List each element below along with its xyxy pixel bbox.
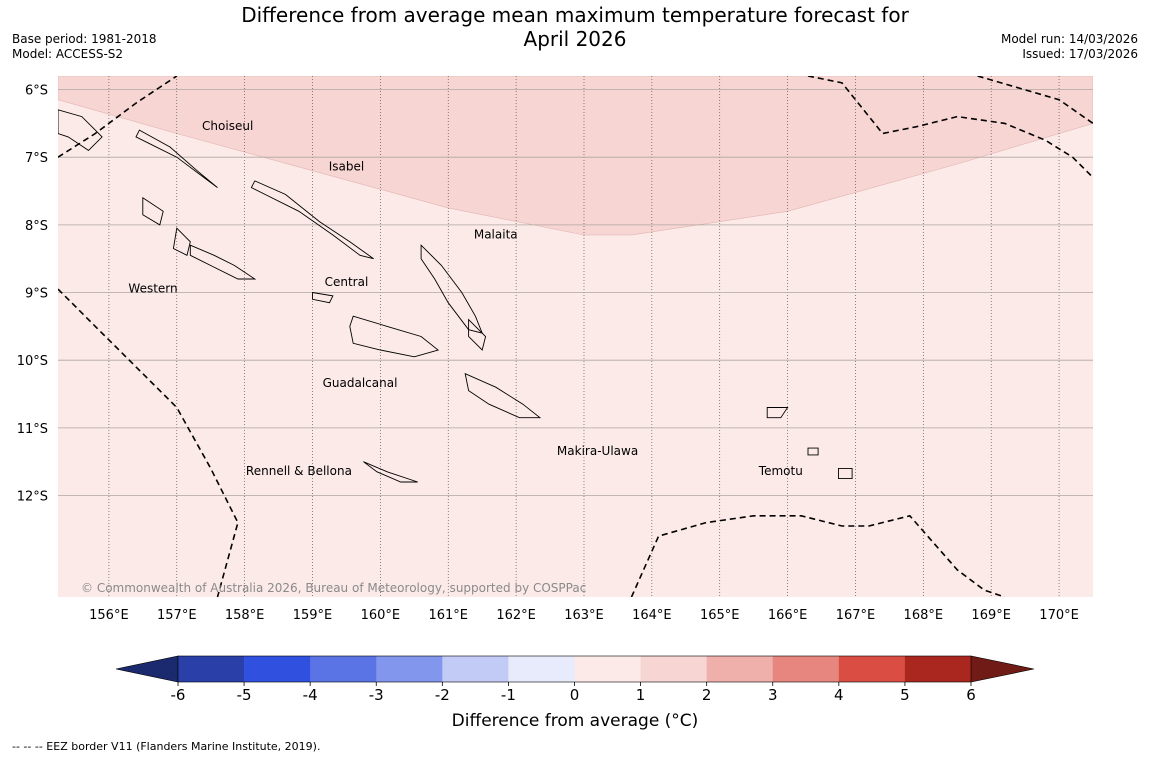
lat-tick-label: 10°S	[17, 354, 48, 369]
region-label: Western	[128, 282, 177, 296]
lon-tick-label: 168°E	[904, 608, 944, 623]
eez-border	[58, 76, 178, 158]
meta-left: Base period: 1981-2018 Model: ACCESS-S2	[12, 32, 157, 62]
colorbar-segment	[706, 656, 774, 682]
island-coastline	[468, 318, 487, 351]
anomaly-band-1-2	[58, 76, 1093, 236]
lat-tick-label: 12°S	[17, 490, 48, 505]
colorbar-title: Difference from average (°C)	[451, 711, 699, 731]
meta-right: Model run: 14/03/2026 Issued: 17/03/2026	[1001, 32, 1138, 62]
model-text: Model: ACCESS-S2	[12, 47, 124, 61]
colorbar-tick-label: 3	[768, 686, 778, 704]
lon-tick-label: 159°E	[293, 608, 333, 623]
base-period-text: Base period: 1981-2018	[12, 32, 157, 46]
colorbar-segment	[376, 656, 443, 682]
colorbar-segment	[178, 656, 245, 682]
lon-tick-label: 165°E	[700, 608, 740, 623]
colorbar-tick-label: 0	[570, 686, 580, 704]
region-label: Guadalcanal	[323, 376, 398, 390]
island-coastline	[420, 244, 483, 334]
colorbar-tick-label: -4	[303, 686, 318, 704]
eez-border	[58, 288, 239, 597]
issued-text: Issued: 17/03/2026	[1022, 47, 1138, 61]
island-coastline	[135, 129, 218, 188]
island-coastline	[766, 407, 789, 419]
island-coastline	[142, 196, 164, 226]
region-label: Makira-Ulawa	[557, 444, 638, 458]
lat-tick-label: 9°S	[25, 287, 48, 302]
island-coastline	[58, 109, 103, 151]
colorbar-segment	[310, 656, 377, 682]
lat-tick-label: 8°S	[25, 219, 48, 234]
lon-tick-label: 156°E	[89, 608, 129, 623]
island-coastline	[363, 461, 418, 483]
colorbar-tick-label: -5	[237, 686, 252, 704]
colorbar-segment	[574, 656, 641, 682]
colorbar-tick-label: 2	[702, 686, 712, 704]
region-label: Central	[325, 275, 369, 289]
lon-tick-label: 162°E	[496, 608, 536, 623]
lon-tick-label: 160°E	[361, 608, 401, 623]
colorbar-tick-label: -6	[171, 686, 186, 704]
lon-tick-label: 158°E	[225, 608, 265, 623]
island-coastline	[312, 291, 334, 304]
island-coastline	[838, 467, 853, 480]
colorbar-tick-label: -3	[369, 686, 384, 704]
colorbar-tick-label: 6	[966, 686, 976, 704]
eez-footnote: -- -- -- EEZ border V11 (Flanders Marine…	[12, 740, 321, 753]
island-coastline	[807, 447, 819, 456]
colorbar-low-extension	[115, 655, 179, 683]
colorbar-tick-label: -1	[501, 686, 516, 704]
colorbar-segment	[838, 656, 906, 682]
island-coastline	[349, 315, 440, 358]
colorbar-segment	[904, 656, 972, 682]
copyright-text: © Commonwealth of Australia 2026, Bureau…	[81, 581, 586, 595]
colorbar-segment	[640, 656, 707, 682]
island-coastline	[250, 180, 374, 260]
colorbar-segment	[772, 656, 840, 682]
lon-tick-label: 157°E	[157, 608, 197, 623]
colorbar-segment	[508, 656, 575, 682]
lon-tick-label: 163°E	[564, 608, 604, 623]
region-label: Rennell & Bellona	[246, 464, 352, 478]
region-label: Choiseul	[202, 119, 253, 133]
map-layer: Choiseul Isabel Malaita Central Western Guada…	[58, 76, 1093, 597]
model-run-text: Model run: 14/03/2026	[1000, 32, 1138, 46]
map-title: Difference from average mean maximum tem…	[241, 3, 909, 51]
colorbar-tick-label: 1	[636, 686, 646, 704]
lon-tick-label: 166°E	[768, 608, 808, 623]
lon-tick-label: 169°E	[971, 608, 1011, 623]
eez-border	[630, 514, 1006, 597]
eez-border	[977, 76, 1093, 125]
island-coastline	[189, 244, 257, 280]
colorbar-tick-label: 5	[900, 686, 910, 704]
colorbar-segment	[442, 656, 509, 682]
region-label: Temotu	[758, 464, 803, 478]
region-label: Isabel	[329, 160, 364, 174]
colorbar-tick-label: 4	[834, 686, 844, 704]
island-coastline	[172, 227, 191, 256]
lon-tick-label: 161°E	[428, 608, 468, 623]
region-label: Malaita	[474, 227, 518, 241]
colorbar-tick-label: -2	[435, 686, 450, 704]
island-coastline	[464, 372, 542, 419]
lon-tick-label: 167°E	[836, 608, 876, 623]
lon-tick-label: 170°E	[1039, 608, 1079, 623]
colorbar-segment	[244, 656, 311, 682]
lat-tick-label: 6°S	[25, 84, 48, 99]
lat-tick-label: 7°S	[25, 151, 48, 166]
lat-tick-label: 11°S	[17, 422, 48, 437]
lon-tick-label: 164°E	[632, 608, 672, 623]
colorbar-high-extension	[970, 655, 1035, 683]
